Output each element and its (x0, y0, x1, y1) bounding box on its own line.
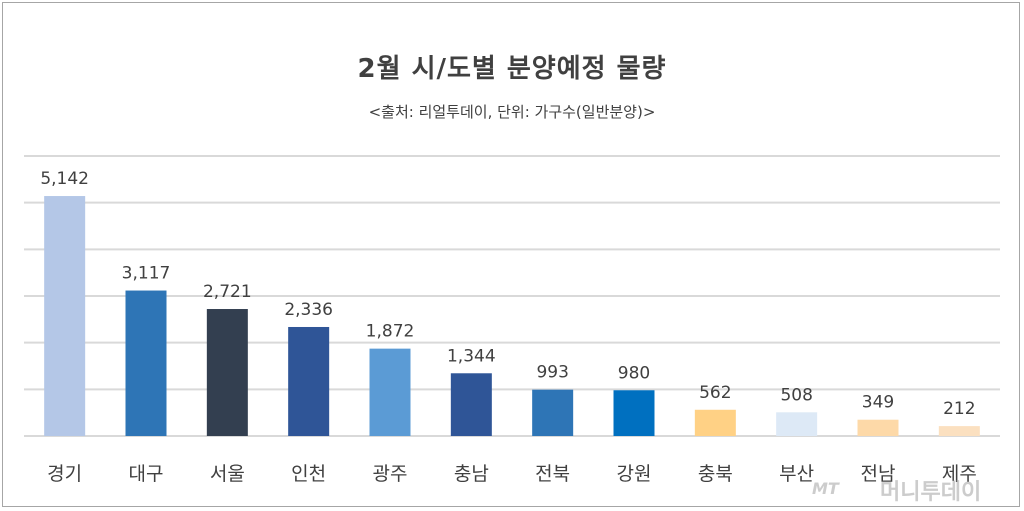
bar-11 (938, 426, 980, 436)
data-label-5: 1,344 (447, 346, 496, 366)
chart-title: 2월 시/도별 분양예정 물량 (357, 54, 667, 84)
bar-10 (857, 419, 899, 436)
category-label-11: 제주 (942, 463, 977, 485)
bar-6 (532, 389, 574, 436)
category-label-9: 부산 (779, 463, 814, 485)
bar-3 (288, 326, 330, 436)
bar-9 (776, 412, 818, 436)
data-label-9: 508 (780, 385, 812, 405)
bar-8 (694, 409, 736, 436)
category-label-8: 충북 (698, 463, 733, 485)
data-label-4: 1,872 (366, 322, 415, 342)
bar-2 (206, 309, 248, 436)
data-label-6: 993 (536, 363, 568, 383)
category-label-5: 충남 (454, 463, 489, 485)
data-label-8: 562 (699, 383, 731, 403)
bar-0 (44, 196, 86, 436)
category-label-1: 대구 (129, 463, 164, 485)
category-label-4: 광주 (373, 463, 408, 485)
data-label-0: 5,142 (40, 169, 89, 189)
data-label-1: 3,117 (122, 264, 171, 284)
category-label-3: 인천 (291, 463, 326, 485)
category-label-6: 전북 (535, 463, 570, 485)
bar-4 (369, 348, 411, 436)
bar-5 (450, 373, 492, 436)
watermark-text: 머니투데이 (880, 480, 982, 505)
watermark-logo: MT (812, 479, 839, 498)
data-label-10: 349 (862, 393, 894, 413)
bar-7 (613, 390, 655, 436)
chart-subtitle: <출처: 리얼투데이, 단위: 가구수(일반분양)> (368, 103, 656, 121)
data-label-3: 2,336 (284, 300, 333, 320)
category-label-0: 경기 (47, 463, 82, 485)
data-label-7: 980 (618, 363, 650, 383)
data-label-2: 2,721 (203, 282, 252, 302)
bar-1 (125, 290, 167, 436)
category-label-10: 전남 (861, 463, 896, 485)
data-label-11: 212 (943, 399, 975, 419)
category-label-7: 강원 (617, 463, 652, 485)
category-label-2: 서울 (210, 463, 245, 485)
